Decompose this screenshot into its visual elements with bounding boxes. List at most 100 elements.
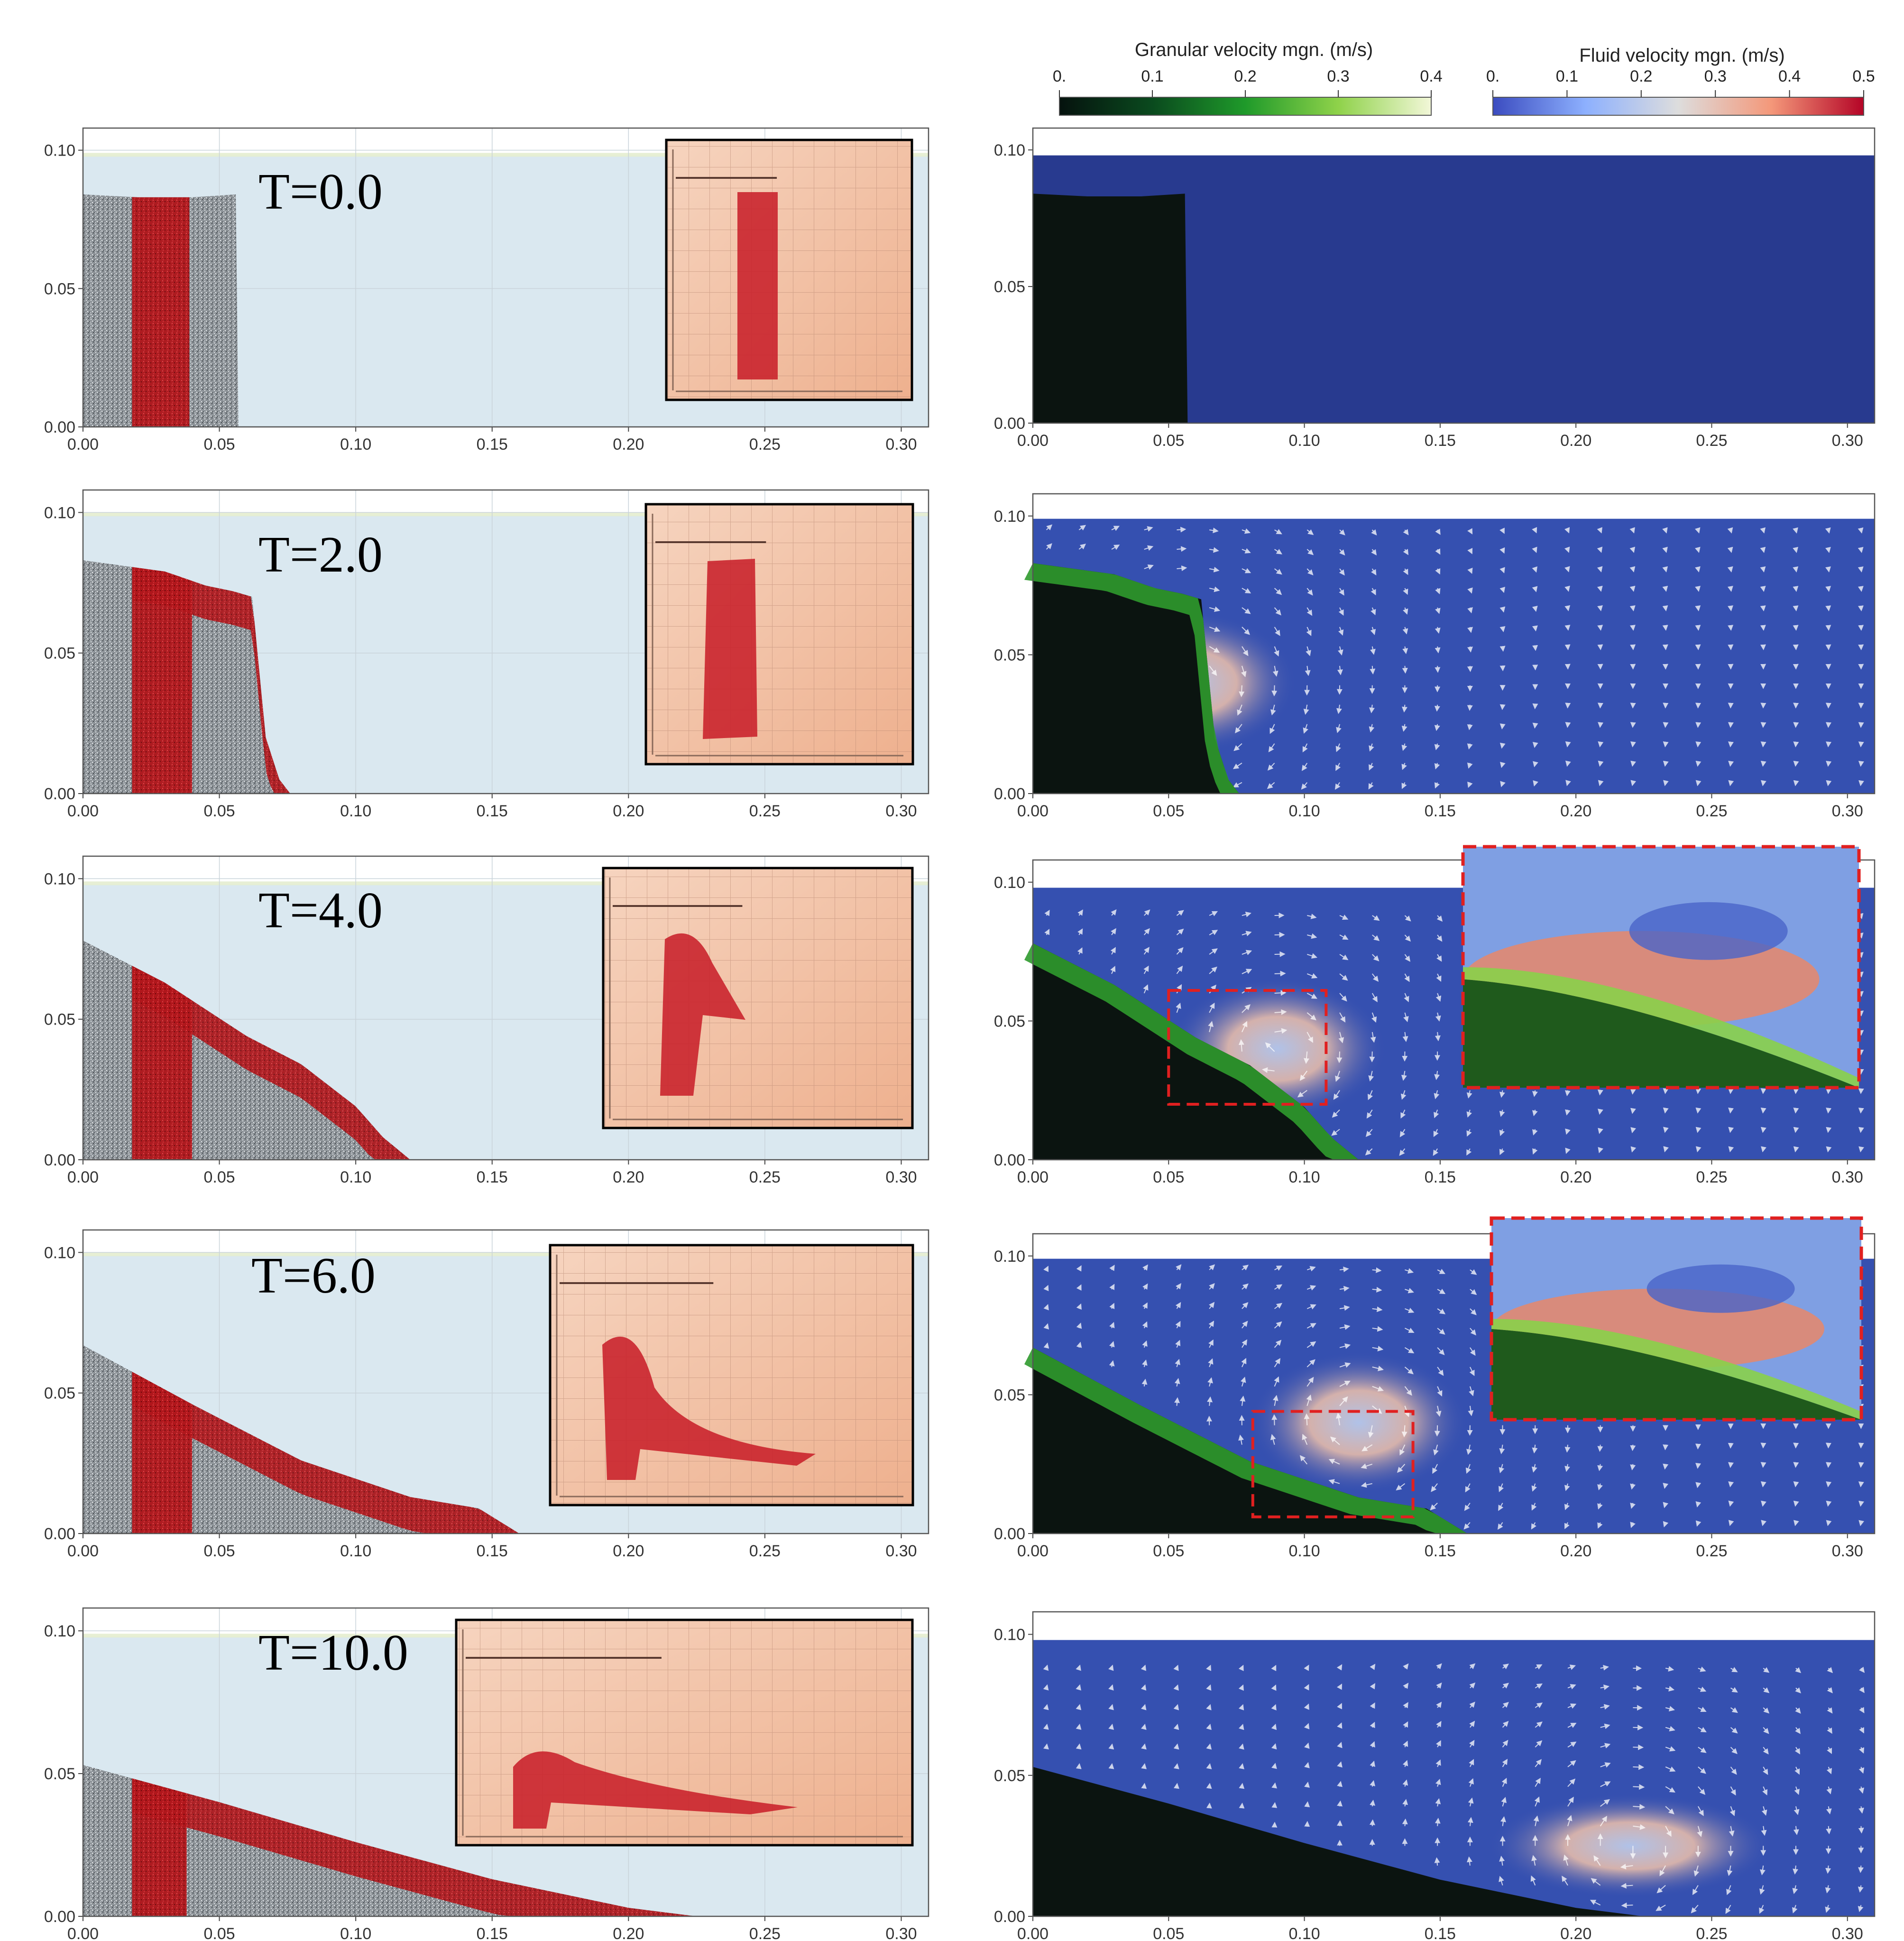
y-tick-label: 0.05 [994, 1012, 1025, 1030]
simulation-panel-left: 0.00 0.05 0.10 0.15 0.20 0.25 0.30 0.00 0.05 0.10… [44, 489, 929, 820]
x-tick-label: 0.25 [749, 435, 781, 453]
x-tick-label: 0.15 [477, 1925, 508, 1941]
x-tick-label: 0.00 [1017, 1168, 1049, 1186]
y-tick-label: 0.00 [994, 1151, 1025, 1169]
x-tick-label: 0.05 [1153, 1925, 1184, 1941]
axes-frame [82, 489, 929, 795]
y-tick-label: 0.10 [994, 1248, 1025, 1266]
granular-moving-layer [1024, 943, 1359, 1160]
x-tick-label: 0.30 [885, 435, 917, 453]
granular-colorbar-tick-label: 0.3 [1327, 67, 1349, 85]
y-tick-label: 0.05 [44, 1011, 75, 1029]
x-tick-label: 0.00 [67, 435, 99, 453]
x-tick-label: 0.05 [203, 435, 235, 453]
x-tick-label: 0.25 [1696, 1925, 1727, 1941]
x-tick-label: 0.20 [1560, 1925, 1591, 1941]
y-tick-label: 0.05 [994, 1767, 1025, 1785]
granular-moving-layer [1024, 563, 1240, 794]
x-tick-label: 0.25 [749, 1542, 781, 1560]
x-tick-label: 0.15 [1425, 1168, 1456, 1186]
axes-frame [1032, 859, 1876, 1161]
y-tick-label: 0.05 [44, 645, 75, 663]
y-tick-label: 0.05 [44, 1765, 75, 1783]
x-tick-label: 0.15 [1425, 802, 1456, 820]
fluid-colorbar-title: Fluid velocity mgn. (m/s) [1579, 45, 1784, 66]
photo-frame [455, 1618, 914, 1847]
simulation-panel-left: 0.00 0.05 0.10 0.15 0.20 0.25 0.30 0.00 0.05 0.10… [44, 1229, 929, 1560]
tracer-layer [132, 560, 291, 794]
x-tick-label: 0.15 [477, 1168, 508, 1186]
experiment-photo [549, 1244, 914, 1507]
x-tick-label: 0.20 [613, 435, 644, 453]
x-tick-label: 0.15 [1425, 432, 1456, 450]
y-tick-label: 0.10 [994, 1626, 1025, 1644]
x-tick-label: 0.30 [1832, 1925, 1863, 1941]
x-tick-label: 0.10 [1288, 1168, 1320, 1186]
x-tick-label: 0.25 [749, 802, 781, 820]
y-tick-label: 0.10 [44, 1244, 75, 1262]
x-tick-label: 0.05 [203, 1542, 235, 1560]
granular-column [83, 1765, 697, 1916]
y-tick-label: 0.05 [994, 1386, 1025, 1404]
x-tick-label: 0.25 [1696, 1542, 1727, 1560]
granular-body [1033, 1347, 1468, 1534]
x-tick-label: 0.30 [1832, 1542, 1863, 1560]
zoom-inset [1490, 1216, 1863, 1422]
photo-frame [549, 1244, 914, 1507]
x-tick-label: 0.30 [1832, 802, 1863, 820]
y-tick-label: 0.00 [44, 1525, 75, 1543]
x-tick-label: 0.20 [613, 1925, 644, 1941]
simulation-panel-left: 0.00 0.05 0.10 0.15 0.20 0.25 0.30 0.00 0.05 0.10… [44, 855, 929, 1186]
fluid-colorbar: Fluid velocity mgn. (m/s) 0. 0.1 0.2 0.3 0.4… [1486, 45, 1875, 116]
photo-frame [602, 867, 914, 1129]
x-tick-label: 0.00 [67, 802, 99, 820]
x-tick-label: 0.25 [1696, 802, 1727, 820]
y-tick-label: 0.10 [44, 870, 75, 888]
zoom-region [1251, 1410, 1415, 1518]
x-tick-label: 0.05 [1153, 1168, 1184, 1186]
y-tick-label: 0.05 [994, 278, 1025, 296]
axes-frame [82, 127, 929, 428]
x-tick-label: 0.15 [477, 435, 508, 453]
x-tick-label: 0.20 [1560, 802, 1591, 820]
time-label: T=4.0 [258, 882, 383, 939]
time-label: T=10.0 [258, 1625, 408, 1681]
x-tick-label: 0.00 [1017, 1925, 1049, 1941]
axes-frame [1032, 127, 1876, 424]
y-tick-label: 0.05 [44, 1385, 75, 1403]
granular-body [1033, 1766, 1644, 1916]
axes-frame [82, 1229, 929, 1534]
y-tick-label: 0.05 [994, 646, 1025, 664]
x-tick-label: 0.10 [340, 1925, 371, 1941]
granular-colorbar: Granular velocity mgn. (m/s) 0. 0.1 0.2 0.3… [1053, 39, 1443, 116]
x-tick-label: 0.10 [1288, 1542, 1320, 1560]
y-tick-label: 0.00 [994, 785, 1025, 803]
x-tick-label: 0.20 [613, 1542, 644, 1560]
zoom-region [1167, 989, 1328, 1106]
x-tick-label: 0.10 [340, 802, 371, 820]
y-tick-label: 0.10 [44, 142, 75, 160]
granular-colorbar-gradient [1059, 97, 1432, 116]
tracer-layer [132, 194, 190, 427]
x-tick-label: 0.05 [203, 802, 235, 820]
granular-colorbar-title: Granular velocity mgn. (m/s) [1135, 39, 1373, 60]
x-tick-label: 0.00 [67, 1168, 99, 1186]
x-tick-label: 0.25 [1696, 1168, 1727, 1186]
photo-red-tracer [660, 933, 745, 1096]
y-tick-label: 0.00 [44, 1908, 75, 1926]
x-tick-label: 0.00 [67, 1925, 99, 1941]
x-tick-label: 0.10 [1288, 1925, 1320, 1941]
granular-moving-layer [1024, 1347, 1468, 1534]
axes-frame [1032, 1233, 1876, 1534]
granular-body [1033, 194, 1188, 423]
axes-frame [82, 855, 929, 1161]
x-tick-label: 0.20 [1560, 432, 1591, 450]
x-tick-label: 0.25 [749, 1925, 781, 1941]
x-tick-label: 0.30 [885, 802, 917, 820]
x-tick-label: 0.00 [67, 1542, 99, 1560]
time-label: T=0.0 [258, 164, 383, 220]
x-tick-label: 0.05 [203, 1925, 235, 1941]
water-surface [83, 881, 929, 886]
x-tick-label: 0.00 [1017, 432, 1049, 450]
